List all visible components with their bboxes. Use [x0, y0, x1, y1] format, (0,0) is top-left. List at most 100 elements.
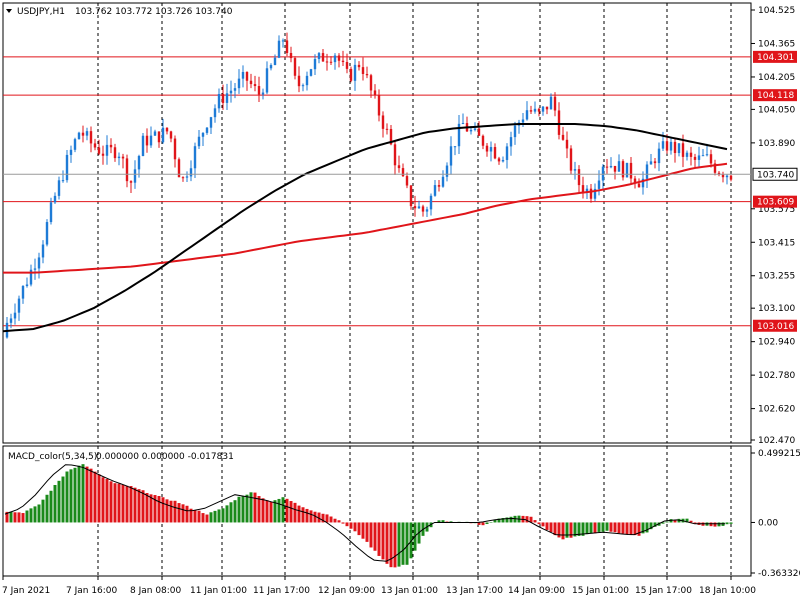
candle-bear [177, 159, 181, 178]
candle-bull [133, 169, 137, 183]
macd-bar-up [33, 506, 37, 523]
candle-bull [61, 180, 65, 182]
macd-bar-up [409, 522, 413, 559]
macd-bar-up [661, 522, 665, 524]
candle-bull [669, 141, 673, 151]
macd-bar-down [13, 512, 17, 523]
macd-name: MACD_color(5,34,5) [8, 452, 97, 462]
candle-bear [349, 68, 353, 81]
candle-bull [309, 69, 313, 76]
price-tick-label: 103.575 [758, 205, 795, 215]
candle-bull [585, 188, 589, 193]
candle-bear [421, 206, 425, 212]
macd-bar-up [241, 496, 245, 523]
candle-bull [25, 284, 29, 286]
candle-bull [533, 108, 537, 112]
candle-bear [125, 158, 129, 182]
candle-bull [657, 148, 661, 164]
macd-bar-down [393, 522, 397, 568]
symbol-dropdown-icon[interactable] [6, 9, 12, 13]
candle-bull [677, 143, 681, 154]
candle-bull [601, 166, 605, 181]
macd-bar-down [261, 498, 265, 523]
candle-bear [721, 174, 725, 178]
candle-bull [21, 285, 25, 299]
candle-bear [113, 147, 117, 159]
price-level-tag-label: 104.301 [757, 53, 794, 63]
macd-bar-down [205, 514, 209, 523]
macd-bar-down [161, 497, 165, 523]
candle-bull [441, 176, 445, 187]
macd-bar-down [481, 522, 485, 526]
macd-bar-down [321, 513, 325, 523]
macd-bar-down [89, 468, 93, 523]
candle-bear [481, 135, 485, 146]
candle-bull [149, 135, 153, 146]
macd-bar-up [37, 504, 41, 523]
candle-bull [225, 93, 229, 103]
candle-bear [285, 40, 289, 53]
candle-bull [209, 117, 213, 128]
macd-bar-up [485, 522, 489, 525]
time-tick-label: 12 Jan 09:00 [318, 586, 375, 596]
macd-bar-up [493, 520, 497, 523]
macd-bar-down [325, 514, 329, 523]
candle-bull [609, 165, 613, 168]
candle-bear [637, 183, 641, 188]
candle-bear [581, 185, 585, 193]
time-tick-label: 15 Jan 17:00 [635, 586, 692, 596]
candle-bull [53, 195, 57, 203]
candle-bull [281, 40, 285, 42]
macd-bar-down [185, 505, 189, 523]
macd-bar-down [541, 522, 545, 527]
candle-bear [121, 156, 125, 159]
candle-bull [161, 127, 165, 143]
macd-bar-up [273, 500, 277, 523]
macd-bar-down [109, 481, 113, 523]
candle-bear [529, 110, 533, 112]
time-tick-label: 11 Jan 01:00 [190, 586, 247, 596]
candle-bear [157, 131, 161, 143]
macd-bar-down [529, 516, 533, 523]
macd-bar-up [641, 522, 645, 534]
macd-values: 0.000000 0.000000 -0.017831 [96, 452, 234, 462]
candle-bull [137, 156, 141, 170]
candle-bull [705, 154, 709, 156]
macd-bar-up [437, 520, 441, 523]
macd-bar-down [477, 522, 481, 525]
candle-bear [377, 95, 381, 116]
macd-bar-up [209, 512, 213, 523]
macd-bar-down [313, 511, 317, 523]
candle-bear [405, 176, 409, 186]
candle-bear [249, 80, 253, 85]
macd-histogram [5, 464, 733, 568]
macd-bar-up [69, 469, 73, 523]
price-level-tag-label: 103.016 [757, 322, 794, 332]
candle-bear [545, 106, 549, 110]
candle-bear [413, 206, 417, 209]
candle-bear [493, 147, 497, 159]
macd-bar-down [333, 518, 337, 523]
macd-bar-up [237, 496, 241, 523]
macd-bar-down [101, 477, 105, 523]
macd-bar-down [549, 522, 553, 533]
macd-bar-up [213, 510, 217, 523]
time-tick-label: 13 Jan 17:00 [446, 586, 503, 596]
macd-bar-down [545, 522, 549, 530]
macd-bar-up [277, 498, 281, 523]
macd-bar-up [45, 494, 49, 523]
price-tick-label: 103.890 [758, 139, 795, 149]
macd-bar-down [21, 513, 25, 523]
macd-bar-up [577, 522, 581, 536]
macd-bar-up [217, 509, 221, 523]
candle-bear [81, 132, 85, 136]
candle-bull [261, 92, 265, 95]
macd-bar-up [505, 517, 509, 523]
horizontal-price-lines [3, 56, 751, 327]
macd-bar-up [601, 522, 605, 532]
candle-bull [521, 119, 525, 123]
candle-bull [701, 155, 705, 157]
candle-bear [485, 145, 489, 152]
candle-bull [573, 169, 577, 171]
macd-bar-up [597, 522, 601, 532]
